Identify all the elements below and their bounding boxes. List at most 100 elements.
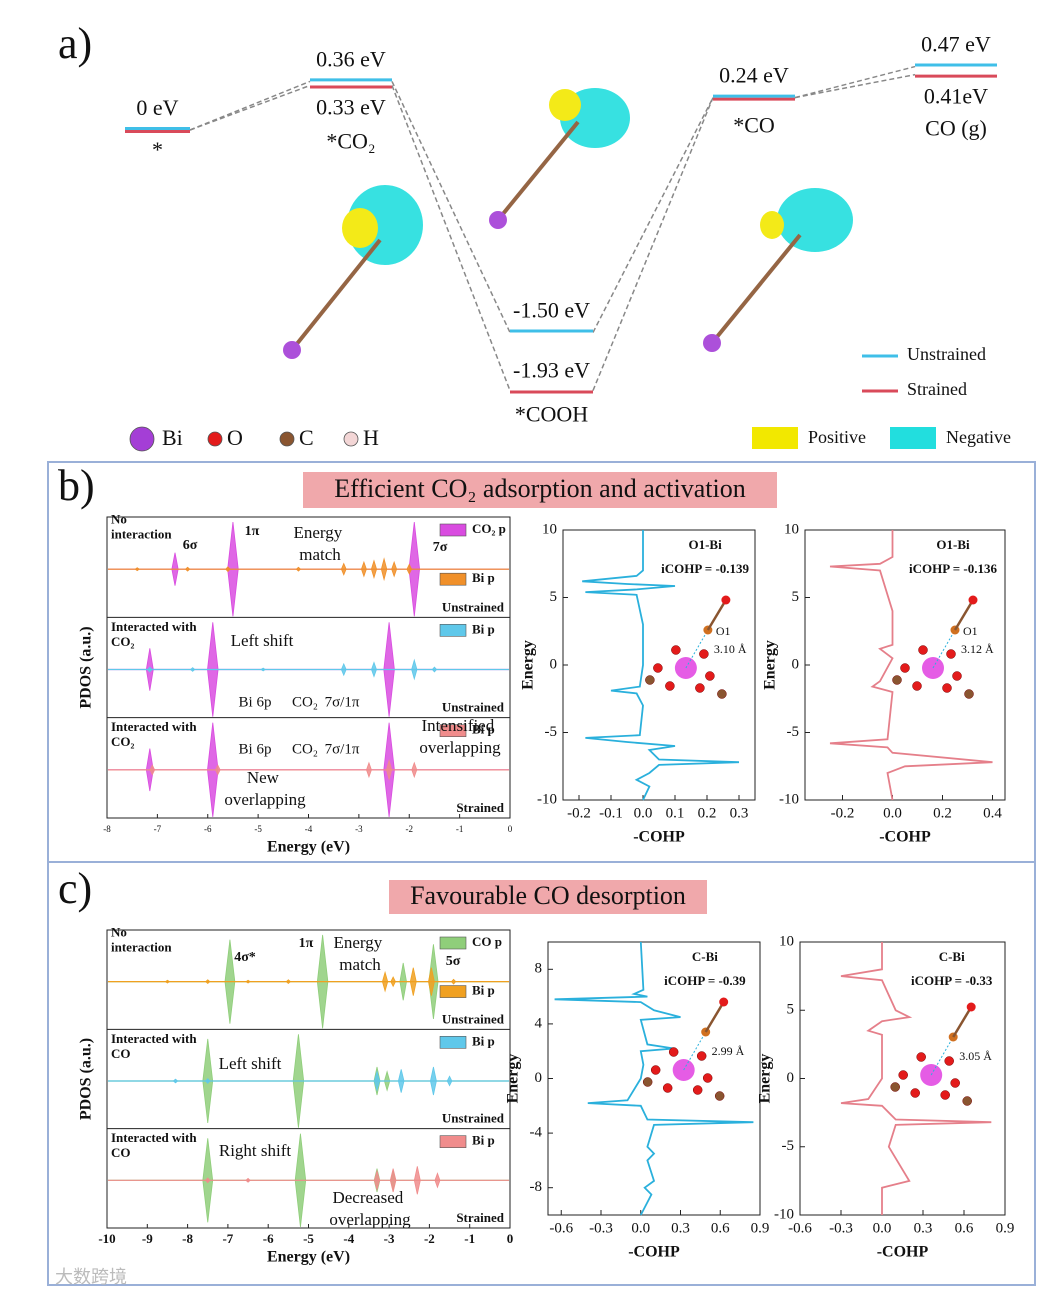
distance-label: 3.05 Å [959, 1049, 992, 1063]
bond [930, 1036, 954, 1076]
connector [794, 73, 916, 99]
y-tick-label: 8 [535, 961, 543, 977]
y-tick-label: -8 [530, 1179, 543, 1195]
pdos-peak [360, 560, 367, 578]
atom [942, 683, 952, 693]
atom [912, 681, 922, 691]
energy-label: 0.41eV [924, 84, 988, 109]
x-tick-label: -6 [263, 1231, 274, 1246]
atom [702, 1073, 713, 1083]
legend-swatch [439, 572, 467, 586]
x-axis-label: -COHP [633, 829, 685, 846]
distance-label: 3.12 Å [961, 642, 994, 656]
annotation: Left shift [219, 1054, 282, 1073]
connector [189, 84, 311, 131]
x-tick-label: 0.6 [711, 1220, 730, 1236]
subpanel-label: Interacted with CO₂ [111, 719, 200, 749]
x-tick-label: 0.0 [883, 805, 902, 821]
x-tick-label: 0.0 [634, 805, 653, 821]
pdos-peak [391, 560, 398, 578]
energy-label: 0.33 eV [316, 94, 386, 119]
y-tick-label: 10 [779, 933, 794, 949]
y-tick-label: 0 [792, 656, 800, 672]
annotation: Energy match [293, 523, 346, 564]
energy-label: 0 eV [136, 95, 178, 120]
y-tick-label: -5 [787, 724, 800, 740]
annotation: 7σ/1π [325, 694, 360, 710]
x-tick-label: 0.2 [933, 805, 952, 821]
legend-label: Bi p [472, 1133, 495, 1148]
legend-swatch [439, 724, 467, 737]
bond-label: C-Bi [939, 949, 965, 964]
y-tick-label: -10 [779, 791, 799, 807]
pdos-peak [406, 563, 413, 575]
pdos-peak [431, 666, 438, 673]
x-axis-label: Energy (eV) [267, 1249, 350, 1266]
x-tick-label: -0.3 [829, 1220, 853, 1236]
atom [940, 1090, 950, 1100]
y-tick-label: -5 [782, 1138, 795, 1154]
connector [794, 65, 916, 99]
atom-label: O1 [963, 624, 978, 638]
cohp-curve [582, 530, 740, 801]
bond [953, 599, 975, 631]
state-label: * [152, 137, 163, 162]
x-tick-label: -1 [464, 1231, 475, 1246]
panel-label: a) [58, 19, 92, 68]
atom-swatch [129, 426, 155, 452]
panel-label: b) [58, 461, 95, 510]
charge-label: Negative [946, 427, 1011, 447]
atom [668, 1047, 679, 1057]
atom [695, 683, 705, 693]
energy-label: 0.47 eV [921, 32, 991, 57]
energy-label: -1.50 eV [513, 298, 590, 323]
atom-label: O [227, 425, 243, 450]
x-tick-label: 0.3 [671, 1220, 690, 1236]
annotation: CO₂ [292, 741, 318, 757]
x-tick-label: 0.4 [983, 805, 1002, 821]
icohp-label: iCOHP = -0.39 [664, 973, 746, 988]
y-axis-label: PDOS (a.u.) [78, 626, 95, 708]
pdos-peak [373, 1169, 381, 1192]
pdos-peak [434, 1172, 441, 1189]
x-tick-label: 0.3 [914, 1220, 933, 1236]
y-tick-label: 10 [784, 521, 799, 537]
x-tick-label: 0.2 [698, 805, 717, 821]
icohp-label: iCOHP = -0.33 [911, 973, 993, 988]
atom-label: C [299, 425, 314, 450]
pdos-peak [370, 559, 377, 580]
x-tick-label: -3 [384, 1231, 395, 1246]
bond-label: C-Bi [692, 949, 718, 964]
x-tick-label: -7 [154, 824, 162, 834]
pdos-peak [340, 662, 347, 677]
atom [692, 1085, 703, 1095]
cohp-curve [554, 941, 754, 1216]
pdos-peak [382, 970, 389, 993]
x-tick-label: -8 [182, 1231, 193, 1246]
legend-label: Unstrained [907, 344, 986, 364]
annotation: Bi 6p [239, 741, 272, 757]
atom [705, 671, 715, 681]
pdos-peak [389, 1168, 397, 1193]
y-axis-label: Energy [757, 1054, 774, 1104]
atom [714, 1091, 725, 1101]
y-tick-label: 5 [787, 1002, 795, 1018]
atom [696, 1051, 707, 1061]
distance-label: 2.99 Å [712, 1044, 745, 1058]
atom [910, 1088, 920, 1098]
subpanel-label: No interaction [111, 511, 172, 541]
atom [900, 663, 910, 673]
pdos-peak [373, 1070, 381, 1092]
x-tick-label: -6 [204, 824, 212, 834]
atom-swatch [207, 431, 223, 447]
state-label: Unstrained [442, 1111, 505, 1126]
atom [890, 1082, 900, 1092]
cohp-curve [829, 530, 993, 801]
y-axis-label: Energy [505, 1054, 522, 1104]
x-tick-label: -7 [222, 1231, 233, 1246]
panel-label: c) [58, 864, 92, 913]
charge-label: Positive [808, 427, 866, 447]
y-tick-label: 0 [787, 1070, 795, 1086]
atom [645, 675, 655, 685]
